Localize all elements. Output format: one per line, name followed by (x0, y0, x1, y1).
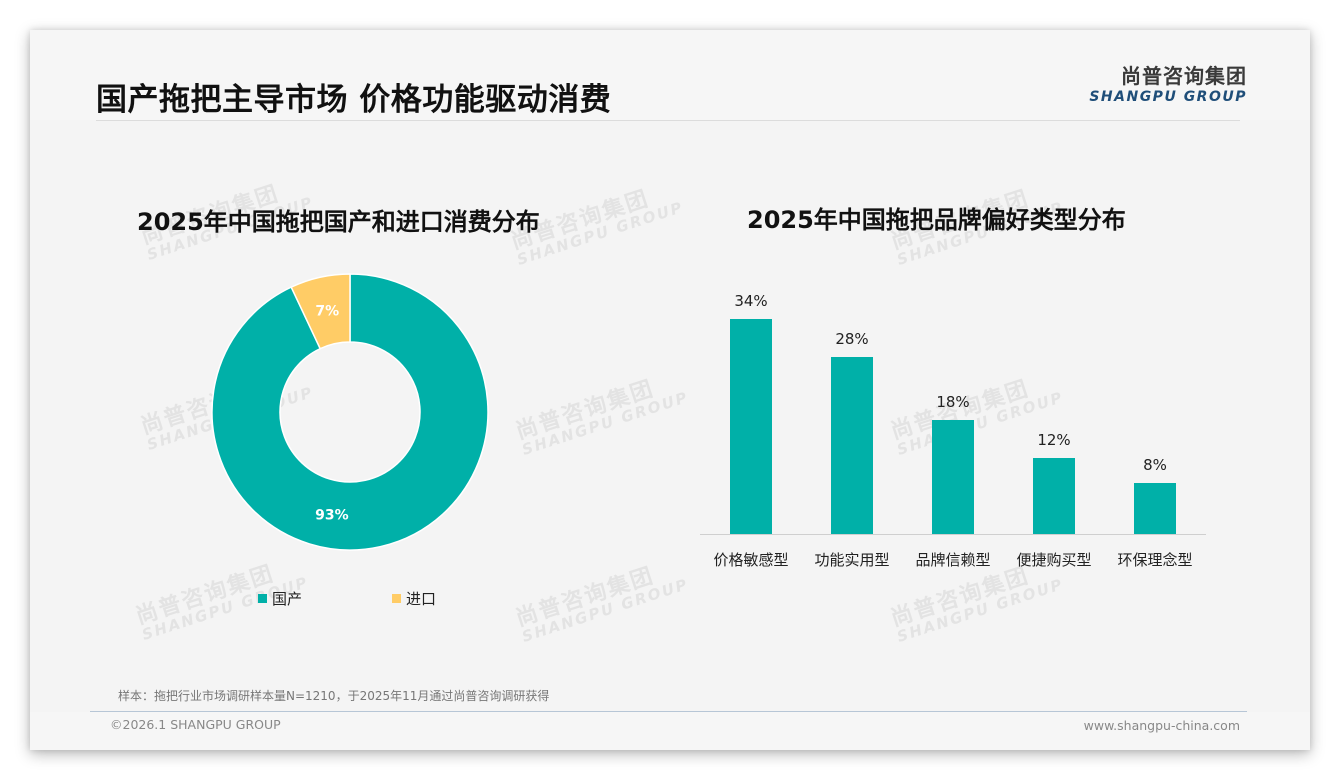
header-divider (96, 120, 1240, 121)
legend-item-domestic: 国产 (258, 588, 302, 609)
bar-value-label: 12% (1037, 431, 1071, 450)
bar-value-label: 34% (734, 292, 768, 310)
bar (1134, 483, 1176, 534)
bar-chart-title: 2025年中国拖把品牌偏好类型分布 (747, 206, 1126, 234)
x-axis-category-label: 环保理念型 (1117, 551, 1193, 569)
bar (831, 356, 873, 534)
sample-note: 样本：拖把行业市场调研样本量N=1210，于2025年11月通过尚普咨询调研获得 (118, 689, 550, 703)
x-axis-category-label: 功能实用型 (814, 551, 890, 569)
donut-chart-title: 2025年中国拖把国产和进口消费分布 (137, 208, 540, 236)
brand-logo: 尚普咨询集团 SHANGPU GROUP (1087, 64, 1247, 106)
donut-chart: 93% 7% (211, 273, 489, 551)
donut-slice-imported (290, 273, 351, 350)
logo-cn-text: 尚普咨询集团 (1121, 64, 1247, 88)
bar-chart: 34% 价格敏感型 28% 功能实用型 18% 品牌信赖型 12% 便捷购买型 8% 环保理念型 (700, 280, 1210, 570)
bar-value-label: 8% (1143, 456, 1167, 475)
website-link[interactable]: www.shangpu-china.com (1083, 718, 1240, 733)
footer-divider (90, 711, 1247, 712)
page-title: 国产拖把主导市场 价格功能驱动消费 (96, 82, 612, 118)
bar (932, 420, 974, 534)
copyright: ©2026.1 SHANGPU GROUP (110, 717, 281, 732)
bar (1033, 458, 1075, 534)
x-axis-category-label: 价格敏感型 (713, 551, 789, 569)
donut-slice-domestic (211, 273, 489, 551)
header-band (30, 30, 1310, 120)
legend-label: 进口 (406, 590, 437, 608)
bar-value-label: 18% (936, 393, 970, 412)
x-axis-line (700, 534, 1206, 535)
x-axis-category-label: 品牌信赖型 (915, 551, 991, 569)
footer-band (30, 712, 1310, 750)
legend-swatch-yellow (392, 594, 401, 603)
legend-label: 国产 (272, 590, 303, 608)
bar (730, 319, 772, 534)
bar-value-label: 28% (835, 329, 869, 348)
legend-swatch-teal (258, 594, 267, 603)
donut-slice-label: 93% (315, 507, 349, 523)
legend-item-imported: 进口 (392, 588, 436, 609)
logo-en-text: SHANGPU GROUP (1089, 89, 1247, 105)
x-axis-category-label: 便捷购买型 (1016, 551, 1092, 569)
donut-slice-label: 7% (315, 304, 339, 320)
slide: 尚普咨询集团 SHANGPU GROUP 尚普咨询集团 SHANGPU GROUP … (30, 30, 1310, 750)
